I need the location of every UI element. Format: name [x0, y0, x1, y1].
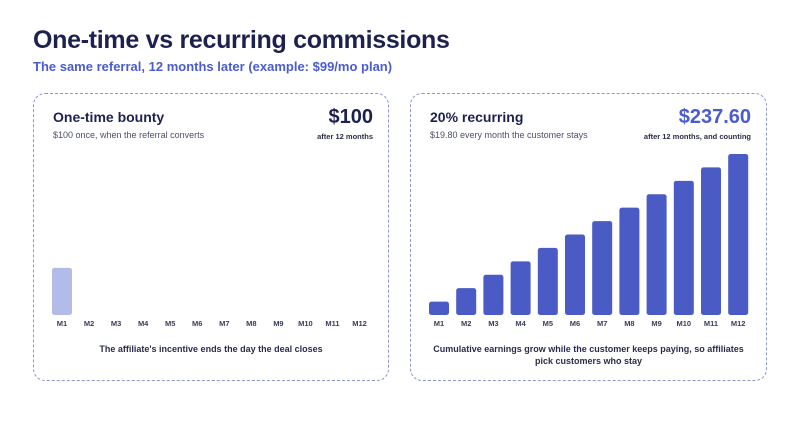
- tick-label-m11: M11: [704, 319, 718, 328]
- tick-label-m12: M12: [352, 319, 367, 328]
- panel-title: 20% recurring: [430, 109, 524, 125]
- tick-label-m6: M6: [570, 319, 580, 328]
- tick-label-m7: M7: [597, 319, 607, 328]
- bar-m1: [429, 301, 449, 315]
- panel-total-note: after 12 months, and counting: [643, 132, 751, 141]
- tick-label-m1: M1: [57, 319, 67, 328]
- panel-total: $237.60: [678, 106, 751, 128]
- recurring-chart: M1 M2 M3 M4 M5 M6 M7 M8 M9 M10 M11 M12: [429, 153, 749, 328]
- one-time-chart: M1 M2 M3 M4 M5 M6 M7 M8 M9 M10 M11 M12: [52, 267, 367, 328]
- page-title: One-time vs recurring commissions: [33, 26, 450, 54]
- panel-caption: Cumulative earnings grow while the custo…: [433, 344, 744, 366]
- tick-label-m3: M3: [488, 319, 498, 328]
- tick-label-m6: M6: [192, 319, 202, 328]
- tick-label-m5: M5: [165, 319, 175, 328]
- panel-total: $100: [328, 106, 374, 128]
- tick-label-m8: M8: [246, 319, 256, 328]
- tick-label-m10: M10: [677, 319, 692, 328]
- tick-label-m4: M4: [515, 319, 526, 328]
- tick-label-m11: M11: [325, 319, 339, 328]
- tick-label-m1: M1: [434, 319, 444, 328]
- bar-m8: [619, 207, 640, 315]
- tick-label-m5: M5: [543, 319, 553, 328]
- tick-label-m4: M4: [138, 319, 149, 328]
- bar-m6: [565, 234, 585, 315]
- bar-m5: [537, 247, 558, 315]
- tick-label-m7: M7: [219, 319, 229, 328]
- tick-label-m9: M9: [273, 319, 283, 328]
- bar-m7: [592, 221, 613, 315]
- panel-total-note: after 12 months: [317, 132, 373, 141]
- panel-title: One-time bounty: [53, 109, 165, 125]
- tick-label-m9: M9: [651, 319, 661, 328]
- bar-m1: [52, 267, 72, 315]
- bar-m9: [646, 194, 667, 315]
- tick-label-m3: M3: [111, 319, 121, 328]
- tick-label-m2: M2: [84, 319, 94, 328]
- panel-caption: The affiliate's incentive ends the day t…: [99, 344, 323, 354]
- bar-m3: [483, 274, 504, 315]
- tick-label-m8: M8: [624, 319, 634, 328]
- panel-description: $100 once, when the referral converts: [53, 130, 205, 140]
- tick-label-m12: M12: [731, 319, 746, 328]
- panel-description: $19.80 every month the customer stays: [430, 130, 588, 140]
- bar-m10: [673, 180, 694, 315]
- one-time-panel: M1 M2 M3 M4 M5 M6 M7 M8 M9 M10 M11 M12 One-time bou…: [33, 93, 389, 381]
- bar-m4: [510, 261, 531, 315]
- bar-m12: [728, 153, 749, 315]
- recurring-panel: M1 M2 M3 M4 M5 M6 M7 M8 M9 M10 M11 M12 20% recurrin…: [410, 93, 767, 381]
- tick-label-m10: M10: [298, 319, 313, 328]
- bar-m11: [701, 167, 721, 315]
- page-subtitle: The same referral, 12 months later (exam…: [33, 59, 393, 74]
- tick-label-m2: M2: [461, 319, 471, 328]
- bar-m2: [456, 288, 477, 315]
